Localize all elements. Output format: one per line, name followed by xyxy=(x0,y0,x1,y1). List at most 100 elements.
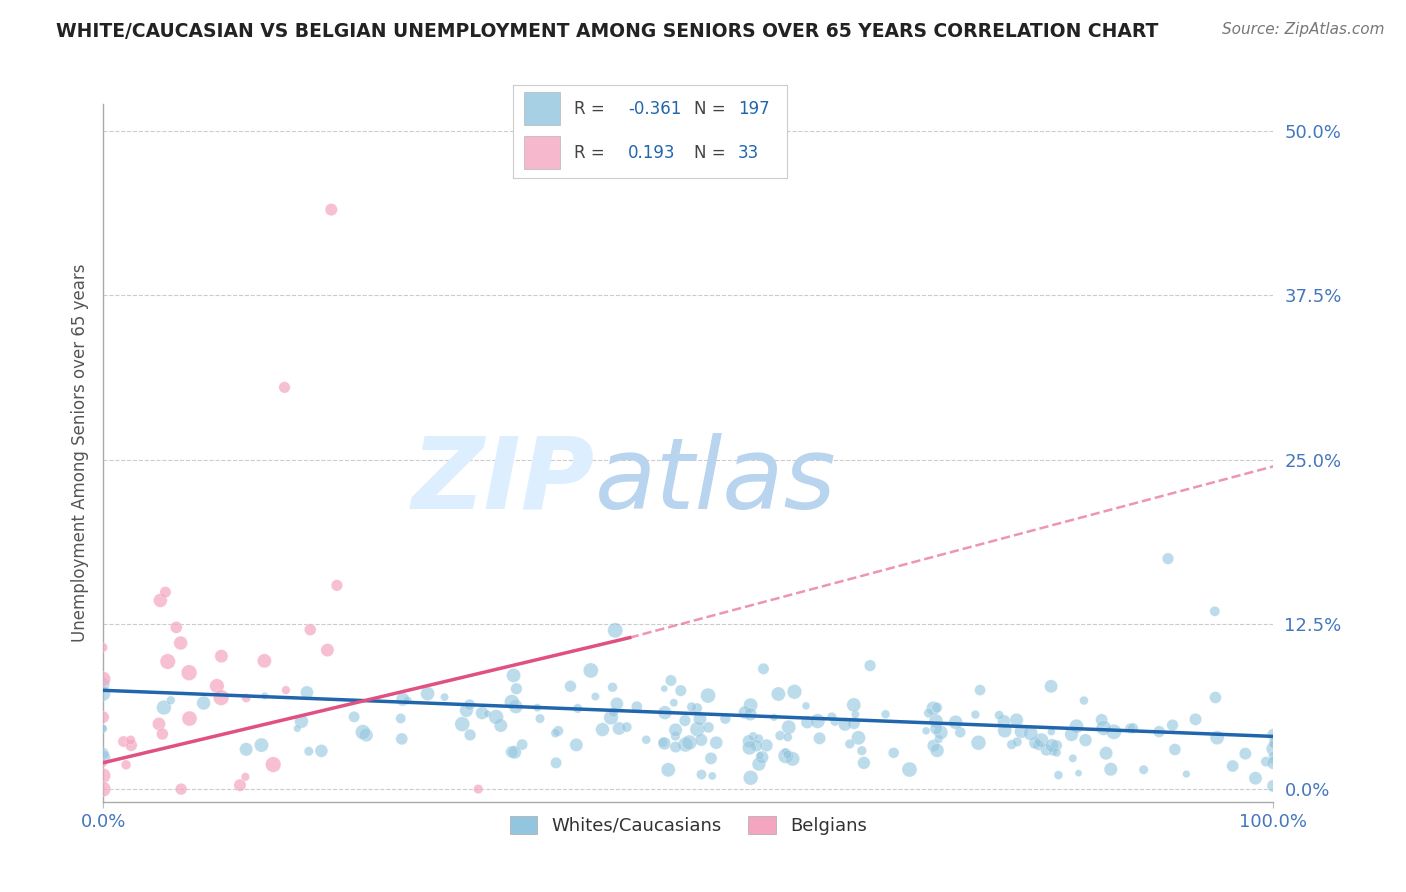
Text: ZIP: ZIP xyxy=(412,433,595,530)
Text: atlas: atlas xyxy=(595,433,837,530)
Point xyxy=(763,710,786,724)
Point xyxy=(794,698,817,713)
Point xyxy=(1074,733,1097,747)
Point xyxy=(456,704,478,718)
Point xyxy=(1035,743,1057,757)
Text: 33: 33 xyxy=(738,145,759,162)
Point xyxy=(1204,604,1226,618)
Point xyxy=(686,701,709,715)
Point xyxy=(734,706,756,720)
Point xyxy=(807,714,830,728)
Point xyxy=(1147,724,1170,739)
Point xyxy=(664,729,686,743)
Point xyxy=(654,736,676,750)
Point xyxy=(501,695,523,709)
Point xyxy=(842,698,865,712)
Point xyxy=(768,687,790,701)
Point xyxy=(416,687,439,701)
FancyBboxPatch shape xyxy=(524,92,560,125)
Point xyxy=(505,681,527,696)
Point xyxy=(458,698,481,712)
Point xyxy=(1040,724,1063,739)
Point xyxy=(1263,756,1285,770)
Point xyxy=(1119,722,1142,736)
Point xyxy=(529,712,551,726)
Point xyxy=(91,750,114,764)
Point xyxy=(501,745,523,759)
Point xyxy=(477,706,499,721)
Point xyxy=(742,729,765,743)
Point xyxy=(898,763,921,777)
Point xyxy=(700,751,723,765)
Point xyxy=(796,715,818,730)
Point xyxy=(467,782,489,797)
Point xyxy=(583,690,606,704)
Point xyxy=(1263,736,1285,750)
Point xyxy=(235,690,257,705)
Point xyxy=(776,747,799,762)
Point xyxy=(714,712,737,726)
Point xyxy=(606,697,628,711)
Point xyxy=(745,739,768,753)
Point xyxy=(778,720,800,734)
Point xyxy=(1122,721,1144,735)
Point xyxy=(547,723,569,738)
Point xyxy=(91,721,114,735)
Point xyxy=(156,655,179,669)
Point xyxy=(1254,755,1277,769)
Point xyxy=(686,722,709,736)
Point xyxy=(1062,751,1084,765)
Point xyxy=(489,718,512,732)
Point xyxy=(273,380,295,394)
Point xyxy=(91,722,114,736)
Point xyxy=(783,685,806,699)
Point xyxy=(988,708,1011,723)
Point xyxy=(253,689,276,703)
Point xyxy=(616,720,638,734)
Point xyxy=(690,767,713,781)
Point xyxy=(391,731,413,746)
Point xyxy=(262,757,284,772)
Point xyxy=(285,722,308,736)
FancyBboxPatch shape xyxy=(524,136,560,169)
Point xyxy=(91,747,114,761)
Text: Source: ZipAtlas.com: Source: ZipAtlas.com xyxy=(1222,22,1385,37)
Point xyxy=(922,739,945,753)
Point xyxy=(591,723,613,737)
Point xyxy=(740,707,762,722)
Point xyxy=(673,714,696,728)
Point xyxy=(91,782,114,797)
Point xyxy=(451,717,474,731)
Point xyxy=(681,699,703,714)
Point xyxy=(91,672,114,686)
Point xyxy=(821,710,844,724)
Point xyxy=(842,716,865,731)
Point xyxy=(915,723,938,738)
Point xyxy=(150,727,173,741)
Point xyxy=(917,706,939,720)
Point xyxy=(1042,744,1064,758)
Point xyxy=(969,683,991,698)
Point xyxy=(1206,731,1229,745)
Point xyxy=(844,707,866,722)
Point xyxy=(177,665,200,680)
Point xyxy=(115,757,138,772)
Point xyxy=(389,711,412,725)
Point xyxy=(605,624,627,638)
Point xyxy=(1010,724,1032,739)
Point xyxy=(852,756,875,770)
Point xyxy=(1046,746,1069,760)
Point xyxy=(689,712,711,726)
Point xyxy=(352,725,374,739)
Point xyxy=(1161,718,1184,732)
Point xyxy=(1164,742,1187,756)
Point xyxy=(1067,766,1090,780)
Point xyxy=(669,683,692,698)
Point xyxy=(1263,779,1285,793)
Point xyxy=(665,740,688,755)
Text: -0.361: -0.361 xyxy=(628,100,682,118)
Point xyxy=(740,771,762,785)
Text: 0.193: 0.193 xyxy=(628,145,676,162)
Point xyxy=(1175,767,1198,781)
Point xyxy=(1066,719,1088,733)
